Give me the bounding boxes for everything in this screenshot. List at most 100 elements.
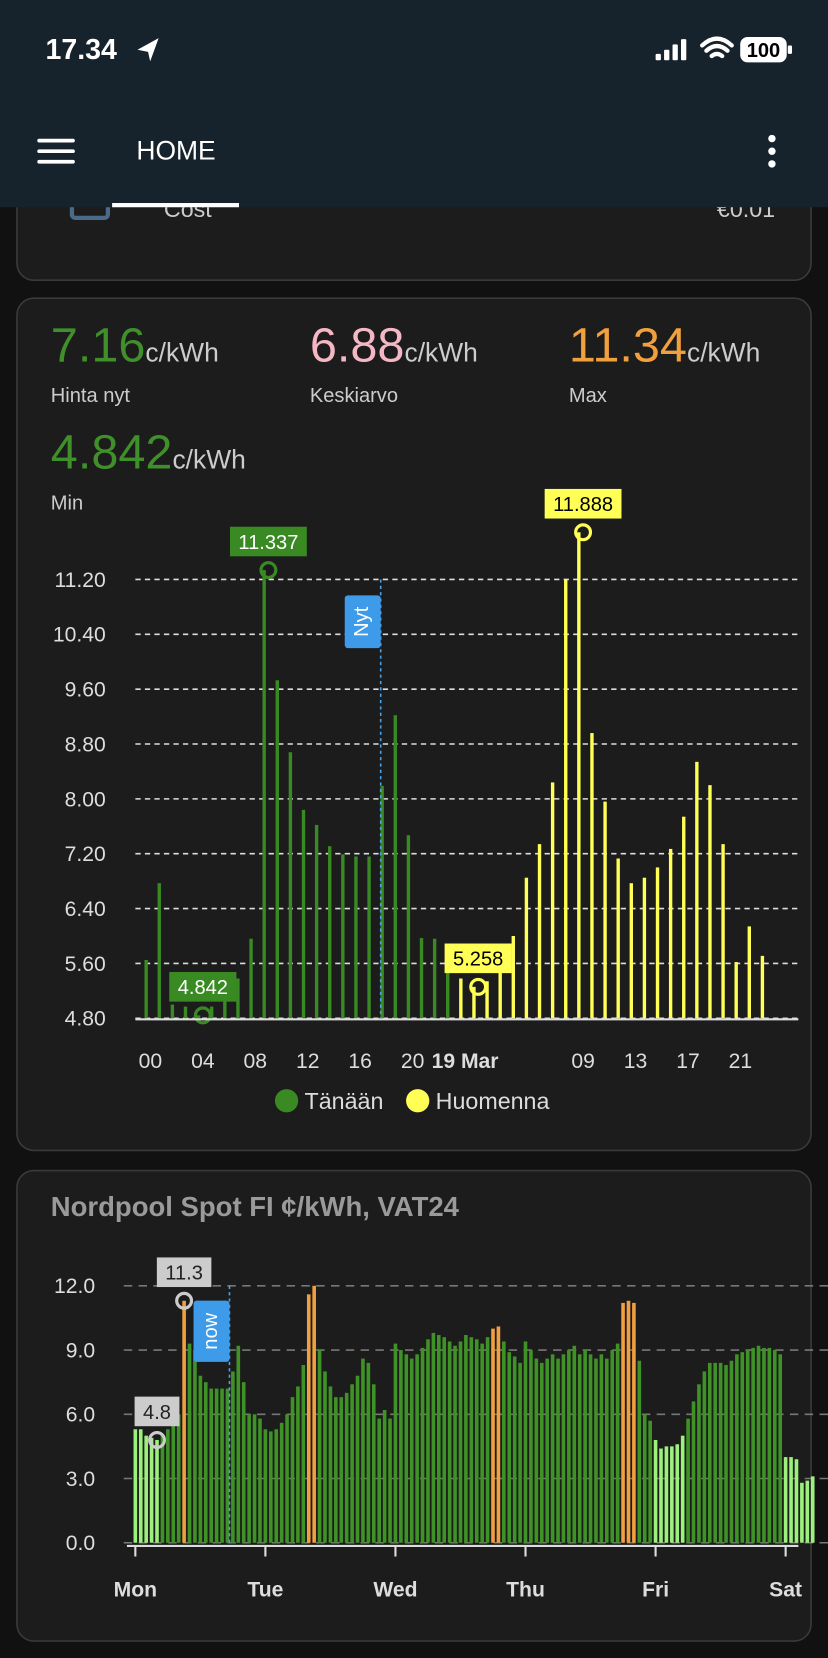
bar: [655, 867, 660, 1019]
header-title[interactable]: HOME: [136, 136, 215, 166]
x-tick-label: Thu: [506, 1579, 545, 1602]
x-tick-label: 12: [296, 1050, 320, 1073]
stat-value: 6.88: [310, 319, 405, 373]
value-label-box: [169, 972, 237, 1002]
bar: [751, 1347, 755, 1543]
x-tick-label: Fri: [642, 1579, 669, 1602]
bar: [350, 1384, 354, 1543]
bar: [642, 877, 647, 1019]
bar: [138, 1429, 143, 1543]
bar: [729, 1360, 734, 1543]
bar: [170, 1004, 175, 1019]
bar: [458, 1341, 463, 1543]
legend-swatch: [274, 1089, 299, 1113]
marker: [574, 523, 593, 542]
bar: [762, 1347, 766, 1543]
bar: [366, 1362, 371, 1543]
bar: [707, 1362, 712, 1543]
bar: [572, 1345, 577, 1543]
bar: [157, 883, 161, 1019]
y-tick-label: 7.20: [65, 843, 106, 866]
battery-level: 100: [747, 40, 781, 62]
bar: [564, 579, 568, 1019]
bar: [550, 1354, 555, 1543]
bar: [511, 935, 515, 1019]
y-tick-label: 9.60: [65, 679, 106, 702]
bar: [629, 883, 633, 1019]
bar: [290, 1397, 295, 1543]
y-tick-label: 8.80: [65, 733, 106, 756]
bar: [301, 809, 306, 1019]
bar: [149, 1437, 154, 1543]
bar: [420, 1347, 425, 1543]
bar: [697, 1384, 701, 1543]
bar: [789, 1457, 793, 1543]
bar: [160, 1435, 165, 1543]
bar: [670, 1446, 674, 1543]
bar: [740, 1352, 745, 1543]
value-label-box: [156, 1257, 212, 1288]
y-tick-label: 0.0: [66, 1532, 95, 1555]
bar: [724, 1365, 728, 1543]
bar: [214, 1388, 219, 1543]
bar: [632, 1302, 636, 1543]
y-tick-label: 3.0: [66, 1468, 95, 1491]
y-tick-label: 8.00: [65, 788, 106, 811]
bar: [183, 1006, 188, 1019]
chart-title: Nordpool Spot FI ¢/kWh, VAT24: [51, 1191, 460, 1222]
bar: [805, 1480, 810, 1543]
bar: [491, 1328, 495, 1543]
bar: [767, 1347, 772, 1543]
bar: [419, 938, 424, 1019]
stat: 11.34c/kWh: [569, 319, 760, 373]
now-box: [344, 595, 381, 649]
bar: [328, 846, 332, 1019]
bar: [718, 1362, 723, 1543]
value-label: 11.888: [553, 494, 613, 516]
x-tick-label: 19 Mar: [432, 1050, 499, 1073]
bar: [171, 1422, 176, 1543]
bar: [301, 1365, 306, 1543]
y-tick-label: 6.0: [66, 1404, 95, 1427]
x-tick-label: Mon: [114, 1579, 157, 1602]
bar: [382, 1409, 387, 1543]
bar: [354, 856, 358, 1019]
overflow-menu[interactable]: [768, 134, 776, 168]
bar: [133, 1429, 138, 1543]
app-bar: [0, 0, 828, 208]
bar: [404, 1354, 409, 1543]
bar: [447, 1341, 452, 1543]
value-label: 4.842: [178, 977, 228, 999]
bar: [556, 1358, 560, 1543]
value-label-box: [444, 943, 512, 974]
y-tick-label: 5.60: [65, 953, 106, 976]
x-tick-label: 09: [571, 1050, 595, 1073]
bar: [262, 570, 266, 1019]
bar: [545, 1358, 549, 1543]
stat: 4.842c/kWh: [51, 425, 246, 479]
bar: [577, 532, 581, 1019]
bar: [680, 1435, 685, 1543]
value-label-box: [544, 488, 622, 519]
stat-value: 4.842: [51, 425, 173, 479]
bar: [144, 959, 148, 1019]
value-label-box: [134, 1396, 180, 1427]
bar: [371, 1384, 376, 1543]
menu-button[interactable]: [37, 138, 75, 164]
marker: [469, 977, 488, 996]
marker: [148, 1430, 167, 1449]
legend-swatch: [406, 1089, 430, 1113]
bar: [498, 957, 502, 1019]
now-label: now: [200, 1312, 222, 1349]
x-tick-label: 16: [348, 1050, 372, 1073]
stat: 7.16c/kWh: [51, 319, 219, 373]
bar: [721, 844, 725, 1019]
x-tick-label: 17: [676, 1050, 700, 1073]
bar: [409, 1358, 414, 1543]
marker: [259, 561, 278, 580]
x-tick-label: 04: [191, 1050, 215, 1073]
bar: [668, 848, 673, 1019]
stat-unit: c/kWh: [404, 338, 477, 368]
bar: [626, 1300, 631, 1543]
